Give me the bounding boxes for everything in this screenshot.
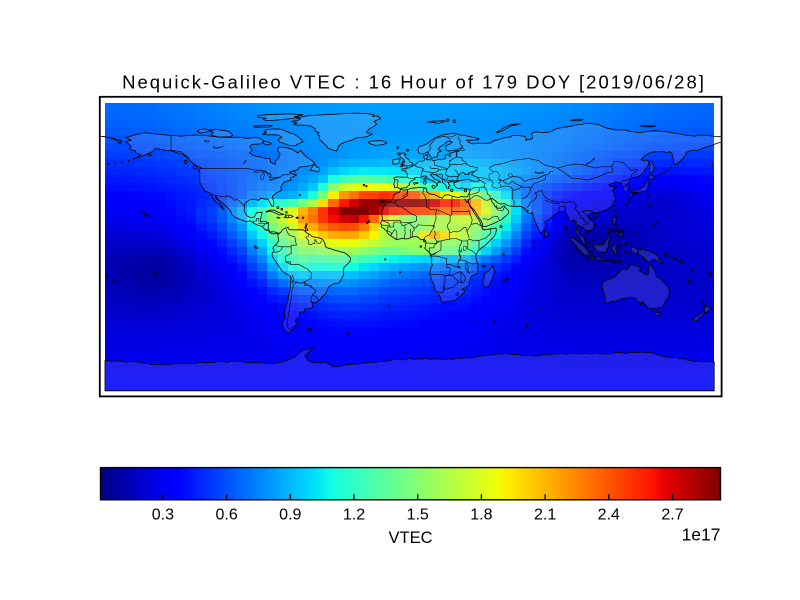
svg-text:0.9: 0.9 <box>279 507 301 524</box>
svg-text:1.2: 1.2 <box>343 507 365 524</box>
svg-text:Nequick-Galileo VTEC : 16 Hour: Nequick-Galileo VTEC : 16 Hour of 179 DO… <box>122 72 706 93</box>
svg-text:VTEC: VTEC <box>388 529 432 547</box>
svg-text:2.7: 2.7 <box>661 507 683 524</box>
svg-text:2.1: 2.1 <box>534 507 556 524</box>
svg-text:0.6: 0.6 <box>215 507 237 524</box>
svg-text:1e17: 1e17 <box>682 525 721 545</box>
svg-text:1.8: 1.8 <box>470 507 492 524</box>
svg-text:2.4: 2.4 <box>598 507 620 524</box>
svg-text:0.3: 0.3 <box>152 507 174 524</box>
svg-text:1.5: 1.5 <box>407 507 429 524</box>
